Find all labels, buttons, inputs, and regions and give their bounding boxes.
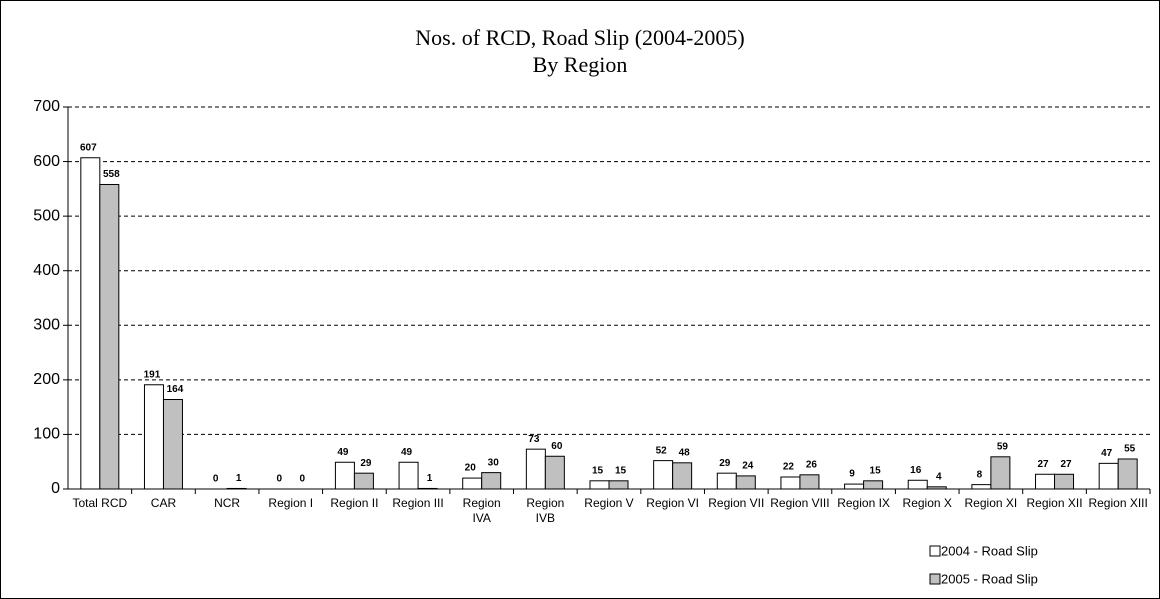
data-label: 607 xyxy=(80,142,97,153)
bar xyxy=(398,461,419,490)
data-label: 49 xyxy=(337,447,349,458)
y-tick-label: 100 xyxy=(33,426,60,443)
bar xyxy=(226,487,247,490)
x-tick-label: Region IX xyxy=(837,496,890,510)
bar xyxy=(780,476,801,490)
data-label: 30 xyxy=(488,457,500,468)
bar xyxy=(971,484,992,490)
bar xyxy=(1035,473,1056,490)
bar xyxy=(99,183,120,490)
legend-swatch xyxy=(929,573,941,585)
data-label: 0 xyxy=(213,474,219,485)
x-tick-label: Region VI xyxy=(646,496,699,510)
data-label: 0 xyxy=(276,474,282,485)
data-label: 55 xyxy=(1124,444,1136,455)
legend-swatch xyxy=(929,545,941,557)
y-tick-label: 400 xyxy=(33,262,60,279)
bar xyxy=(162,399,183,490)
data-label: 15 xyxy=(615,465,627,476)
x-tick-label: Region VIII xyxy=(770,496,830,510)
data-label: 16 xyxy=(910,465,922,476)
data-label: 52 xyxy=(656,445,668,456)
data-label: 1 xyxy=(427,473,433,484)
data-label: 73 xyxy=(528,434,540,445)
data-label: 1 xyxy=(236,473,242,484)
y-tick-label: 200 xyxy=(33,371,60,388)
bar xyxy=(481,472,502,490)
legend-label: 2005 - Road Slip xyxy=(941,571,1038,586)
bar xyxy=(525,448,546,490)
bar xyxy=(1054,473,1075,490)
x-tick-label: Region V xyxy=(584,496,634,510)
bar xyxy=(844,483,865,490)
x-tick-label: Region VII xyxy=(708,496,765,510)
chart-title: Nos. of RCD, Road Slip (2004-2005) xyxy=(415,25,744,50)
data-label: 191 xyxy=(144,369,161,380)
y-tick-label: 700 xyxy=(33,98,60,115)
data-label: 558 xyxy=(103,169,120,180)
x-tick-label: Region IVA xyxy=(462,496,501,525)
bar xyxy=(1117,458,1138,490)
bar xyxy=(990,456,1011,490)
data-label: 8 xyxy=(977,469,983,480)
data-label: 29 xyxy=(360,458,372,469)
y-tick-label: 600 xyxy=(33,153,60,170)
data-label: 20 xyxy=(465,463,477,474)
data-label: 60 xyxy=(551,441,563,452)
data-label: 59 xyxy=(997,441,1009,452)
data-label: 24 xyxy=(742,461,754,472)
x-tick-label: Region I xyxy=(268,496,314,510)
x-tick-label: Region II xyxy=(330,496,379,510)
bar xyxy=(544,455,565,490)
bar xyxy=(80,157,101,490)
data-label: 22 xyxy=(783,462,795,473)
bar xyxy=(863,480,884,490)
bar xyxy=(589,480,610,490)
bar xyxy=(143,384,164,490)
data-label: 9 xyxy=(849,469,855,480)
data-label: 29 xyxy=(719,458,731,469)
data-label: 4 xyxy=(936,471,942,482)
y-tick-label: 0 xyxy=(51,480,60,497)
bar xyxy=(1098,462,1119,490)
bar xyxy=(716,472,737,490)
x-tick-label: NCR xyxy=(214,496,241,510)
data-label: 47 xyxy=(1101,448,1113,459)
data-label: 0 xyxy=(299,474,305,485)
bar xyxy=(653,460,674,490)
bar xyxy=(926,486,947,490)
bar xyxy=(672,462,693,490)
data-label: 27 xyxy=(1037,459,1049,470)
y-tick-label: 300 xyxy=(33,317,60,334)
x-tick-label: Region XII xyxy=(1026,496,1083,510)
data-label: 26 xyxy=(806,459,818,470)
legend-label: 2004 - Road Slip xyxy=(941,543,1038,558)
bar xyxy=(735,475,756,490)
x-tick-label: Region XIII xyxy=(1088,496,1148,510)
bar xyxy=(907,479,928,490)
x-tick-label: Region XI xyxy=(964,496,1018,510)
x-tick-label: Region X xyxy=(902,496,952,510)
data-label: 15 xyxy=(870,465,882,476)
bar xyxy=(462,477,483,490)
bar xyxy=(353,472,374,490)
data-label: 49 xyxy=(401,447,413,458)
data-label: 27 xyxy=(1060,459,1072,470)
bar xyxy=(334,461,355,490)
y-tick-label: 500 xyxy=(33,207,60,224)
bar xyxy=(417,487,438,490)
bar xyxy=(799,474,820,490)
x-tick-label: Region III xyxy=(392,496,444,510)
bar xyxy=(608,480,629,490)
x-tick-label: CAR xyxy=(150,496,177,510)
chart-subtitle: By Region xyxy=(533,52,628,77)
data-label: 48 xyxy=(679,447,691,458)
x-tick-label: Total RCD xyxy=(72,496,128,510)
data-label: 164 xyxy=(167,384,184,395)
x-tick-label: Region IVB xyxy=(526,496,565,525)
data-label: 15 xyxy=(592,465,604,476)
